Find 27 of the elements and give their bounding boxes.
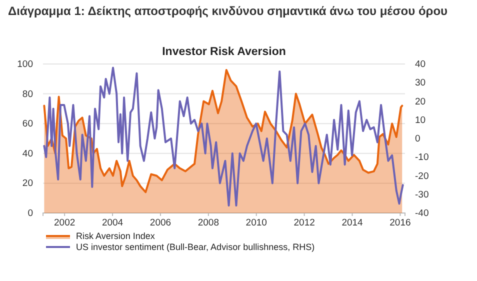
x-tick-label: 2008 [198,218,219,229]
y-tick-label: 0 [28,208,33,220]
y-tick-label: 20 [22,178,33,190]
y-tick-label: 60 [22,118,33,130]
x-tick-label: 2012 [294,218,315,229]
y2-tick-label: -30 [415,189,429,200]
x-tick-label: 2010 [246,218,267,229]
y2-tick-label: 40 [415,59,426,70]
x-tick-label: 2006 [150,218,172,229]
chart-title: Διάγραμμα 1: Δείκτης αποστροφής κινδύνου σημαντικά άνω του μέσου όρου [8,4,448,18]
y2-tick-label: -40 [415,208,429,220]
y2-tick-label: 30 [415,78,426,89]
x-tick-label: 2002 [54,218,76,229]
legend-label: Risk Aversion Index [76,231,156,241]
chart-subtitle: Investor Risk Aversion [162,46,286,58]
x-tick-label: 2016 [390,218,411,229]
y-tick-label: 80 [22,88,33,100]
x-tick-label: 2004 [102,218,124,229]
y-tick-label: 40 [22,148,33,160]
legend-label: US investor sentiment (Bull-Bear, Advisor bullishness, RHS) [76,242,315,252]
y-tick-label: 100 [17,59,33,70]
x-tick-label: 2014 [342,218,363,229]
y2-tick-label: -20 [415,170,429,182]
y2-tick-label: 20 [415,96,426,108]
y2-tick-label: 10 [415,114,426,126]
y2-tick-label: 0 [415,134,420,145]
y2-tick-label: -10 [415,152,429,164]
